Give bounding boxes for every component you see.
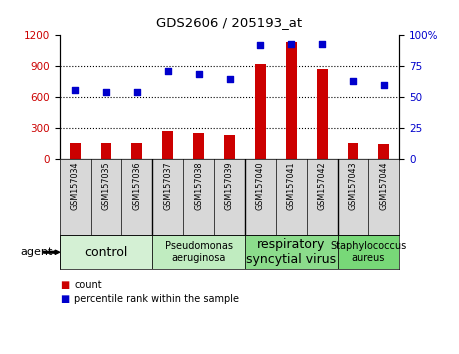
Point — [288, 41, 295, 47]
Point — [319, 41, 326, 47]
Text: GSM157034: GSM157034 — [71, 161, 79, 210]
Text: control: control — [84, 246, 128, 259]
Bar — [60, 235, 152, 269]
Text: GSM157043: GSM157043 — [348, 161, 358, 210]
Bar — [131, 143, 142, 159]
Bar — [379, 144, 389, 159]
Bar — [255, 64, 266, 159]
Point — [226, 76, 233, 81]
Point — [195, 71, 202, 76]
Text: count: count — [74, 280, 102, 290]
Text: GSM157039: GSM157039 — [225, 161, 234, 210]
Bar — [317, 69, 328, 159]
Text: GSM157040: GSM157040 — [256, 161, 265, 210]
Text: Pseudomonas
aeruginosa: Pseudomonas aeruginosa — [165, 241, 233, 263]
Text: GSM157038: GSM157038 — [194, 161, 203, 210]
Bar — [337, 235, 399, 269]
Text: ■: ■ — [60, 294, 69, 304]
Text: GSM157041: GSM157041 — [287, 161, 296, 210]
Bar — [193, 133, 204, 159]
Text: agent: agent — [20, 247, 53, 257]
Point — [349, 79, 357, 84]
Point — [133, 90, 140, 95]
Text: GDS2606 / 205193_at: GDS2606 / 205193_at — [157, 16, 302, 29]
Point — [102, 90, 110, 95]
Point — [380, 82, 387, 88]
Text: GSM157042: GSM157042 — [318, 161, 327, 210]
Bar — [224, 135, 235, 159]
Bar — [286, 41, 297, 159]
Text: GSM157037: GSM157037 — [163, 161, 172, 210]
Text: percentile rank within the sample: percentile rank within the sample — [74, 294, 239, 304]
Text: respiratory
syncytial virus: respiratory syncytial virus — [246, 238, 336, 266]
Text: Staphylococcus
aureus: Staphylococcus aureus — [330, 241, 407, 263]
Bar — [347, 143, 358, 159]
Point — [72, 87, 79, 93]
Point — [257, 42, 264, 48]
Bar — [162, 131, 173, 159]
Text: GSM157036: GSM157036 — [132, 161, 141, 210]
Bar — [101, 143, 112, 159]
Text: GSM157044: GSM157044 — [380, 161, 388, 210]
Bar — [152, 235, 245, 269]
Text: ■: ■ — [60, 280, 69, 290]
Bar — [70, 143, 80, 159]
Text: GSM157035: GSM157035 — [101, 161, 111, 210]
Bar — [245, 235, 337, 269]
Point — [164, 68, 171, 74]
